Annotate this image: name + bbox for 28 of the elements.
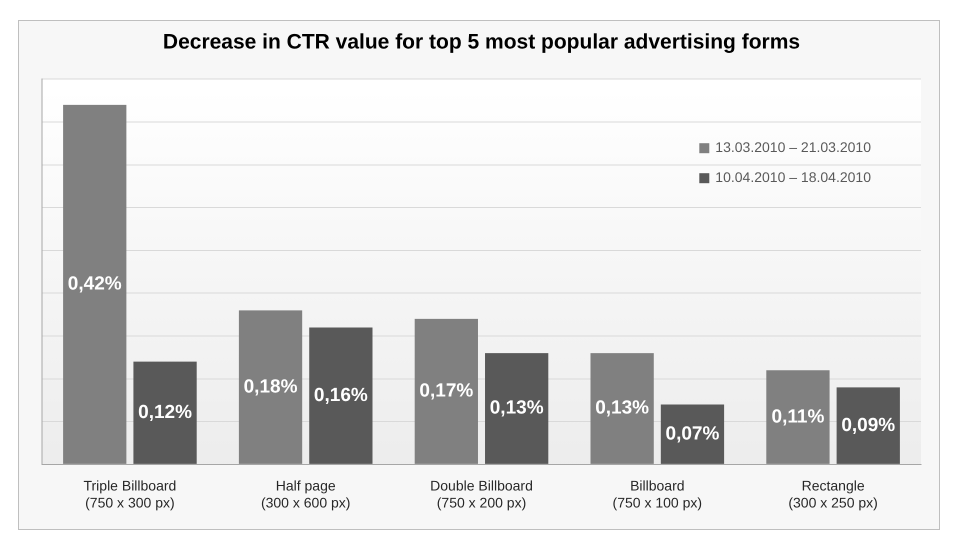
x-tick-label: Rectangle (300 x 250 px) xyxy=(788,478,878,510)
data-label: 0,17% xyxy=(419,380,474,402)
x-tick-label: Triple Billboard (750 x 300 px) xyxy=(83,478,176,510)
legend-label: 10.04.2010 – 18.04.2010 xyxy=(715,169,872,186)
bar xyxy=(590,353,654,464)
bar xyxy=(133,362,197,464)
bar xyxy=(309,327,373,464)
x-tick-label: Half page (300 x 600 px) xyxy=(260,478,350,510)
data-label: 0,12% xyxy=(138,402,192,424)
data-label: 0,13% xyxy=(595,398,650,419)
bar xyxy=(766,370,830,464)
x-tick-label: Billboard (750 x 100 px) xyxy=(612,478,702,510)
bar xyxy=(660,404,724,464)
bar xyxy=(63,104,126,464)
data-label: 0,11% xyxy=(772,406,824,428)
data-label: 0,07% xyxy=(666,423,720,444)
chart-title: Decrease in CTR value for top 5 most popular advertising forms xyxy=(162,30,800,54)
data-label: 0,42% xyxy=(68,274,122,295)
data-label: 0,18% xyxy=(244,376,298,398)
bar xyxy=(836,387,900,464)
data-label: 0,13% xyxy=(490,398,544,419)
bar xyxy=(238,310,302,464)
bar xyxy=(485,353,548,464)
x-tick-label: Double Billboard (750 x 200 px) xyxy=(430,478,533,510)
data-label: 0,09% xyxy=(841,414,896,436)
bar xyxy=(414,318,478,464)
legend-label: 13.03.2010 – 21.03.2010 xyxy=(715,139,872,156)
data-label: 0,16% xyxy=(314,384,368,406)
